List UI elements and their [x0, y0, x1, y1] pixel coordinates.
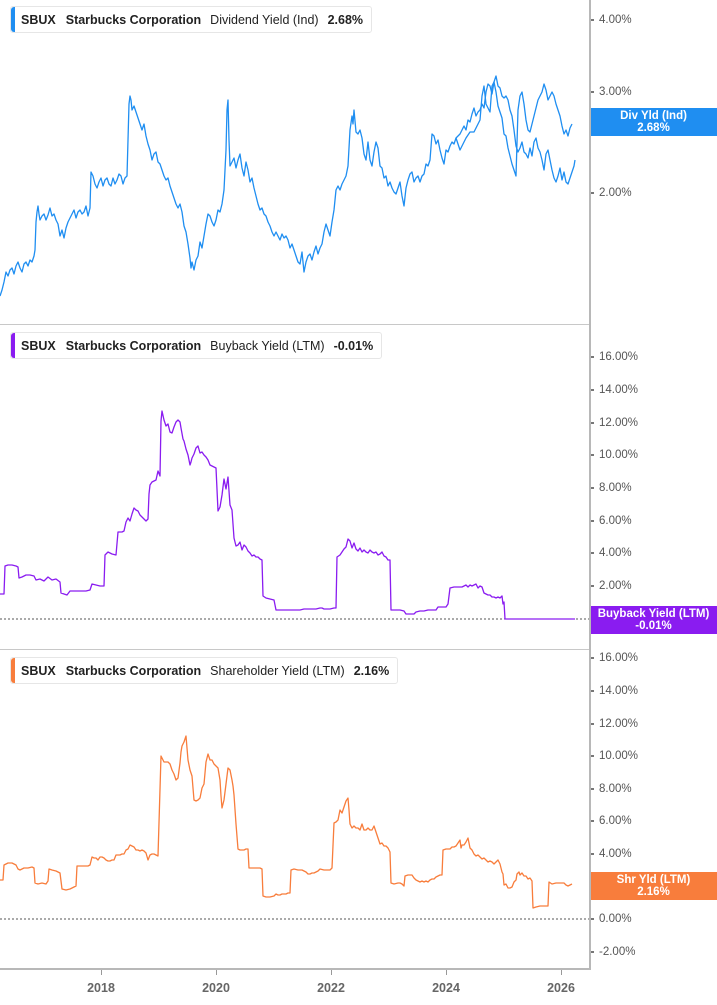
shareholder-yield-line: [0, 735, 573, 909]
legend-color-bar: [11, 658, 15, 683]
dividend-yield-panel: SBUX Starbucks Corporation Dividend Yiel…: [0, 0, 717, 324]
y-tick: 4.00%: [591, 547, 632, 559]
legend-metric: Buyback Yield (LTM): [210, 338, 325, 353]
y-tick: 10.00%: [591, 449, 638, 461]
y-tick: 2.00%: [591, 187, 632, 199]
buyback-yield-line: [0, 410, 575, 620]
buyback-yield-value-flag: Buyback Yield (LTM) -0.01%: [590, 606, 717, 634]
y-tick: 10.00%: [591, 750, 638, 762]
panel-divider: [0, 649, 590, 650]
legend-ticker: SBUX: [21, 12, 56, 27]
flag-value: 2.16%: [637, 886, 670, 898]
legend-company: Starbucks Corporation: [65, 663, 202, 678]
legend-ticker: SBUX: [21, 663, 56, 678]
x-label: 2020: [202, 981, 230, 995]
y-tick: 16.00%: [591, 351, 638, 363]
flag-value: -0.01%: [635, 620, 672, 632]
x-tick: [561, 970, 562, 975]
buyback-yield-legend: SBUX Starbucks Corporation Buyback Yield…: [10, 332, 383, 359]
y-tick: 14.00%: [591, 384, 638, 396]
flag-label: Buyback Yield (LTM): [597, 608, 710, 620]
legend-ticker: SBUX: [21, 338, 56, 353]
x-tick: [446, 970, 447, 975]
y-tick: 6.00%: [591, 515, 632, 527]
shareholder-yield-panel: SBUX Starbucks Corporation Shareholder Y…: [0, 650, 717, 968]
y-tick: 6.00%: [591, 815, 632, 827]
y-tick: 14.00%: [591, 685, 638, 697]
y-tick: 4.00%: [591, 14, 632, 26]
y-tick: 8.00%: [591, 783, 632, 795]
flag-value: 2.68%: [637, 122, 670, 134]
legend-metric: Dividend Yield (Ind): [210, 12, 319, 27]
y-tick: 3.00%: [591, 86, 632, 98]
y-tick: 12.00%: [591, 718, 638, 730]
x-label: 2022: [317, 981, 345, 995]
x-label: 2026: [547, 981, 575, 995]
buyback-yield-panel: SBUX Starbucks Corporation Buyback Yield…: [0, 325, 717, 649]
x-label: 2024: [432, 981, 460, 995]
shareholder-yield-legend: SBUX Starbucks Corporation Shareholder Y…: [10, 657, 399, 684]
dividend-yield-line: [0, 75, 576, 297]
shareholder-yield-value-flag: Shr Yld (LTM) 2.16%: [590, 872, 717, 900]
legend-metric: Shareholder Yield (LTM): [210, 663, 345, 678]
y-tick: 8.00%: [591, 482, 632, 494]
legend-company: Starbucks Corporation: [65, 338, 202, 353]
x-tick: [101, 970, 102, 975]
x-axis-line: [0, 968, 591, 970]
legend-value: -0.01%: [333, 338, 374, 353]
y-axis-line: [589, 0, 591, 970]
y-tick: 16.00%: [591, 652, 638, 664]
x-tick: [216, 970, 217, 975]
legend-color-bar: [11, 333, 15, 358]
legend-company: Starbucks Corporation: [65, 12, 202, 27]
y-tick: 4.00%: [591, 848, 632, 860]
y-tick: 12.00%: [591, 417, 638, 429]
y-tick: -2.00%: [591, 946, 635, 958]
legend-value: 2.16%: [353, 663, 390, 678]
legend-color-bar: [11, 7, 15, 32]
y-tick: 0.00%: [591, 913, 632, 925]
x-tick: [331, 970, 332, 975]
dividend-yield-value-flag: Div Yld (Ind) 2.68%: [590, 108, 717, 136]
flag-label: Div Yld (Ind): [620, 110, 687, 122]
panel-divider: [0, 324, 590, 325]
y-tick: 2.00%: [591, 580, 632, 592]
dividend-yield-legend: SBUX Starbucks Corporation Dividend Yiel…: [10, 6, 373, 33]
legend-value: 2.68%: [327, 12, 364, 27]
x-label: 2018: [87, 981, 115, 995]
flag-label: Shr Yld (LTM): [616, 874, 691, 886]
